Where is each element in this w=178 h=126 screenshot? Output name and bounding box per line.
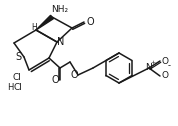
Text: -: - <box>167 61 171 71</box>
Text: O: O <box>86 17 94 27</box>
Text: O: O <box>161 56 169 66</box>
Text: O: O <box>161 71 169 81</box>
Text: S: S <box>15 52 21 62</box>
Polygon shape <box>36 15 53 30</box>
Text: N: N <box>146 64 152 72</box>
Text: Cl: Cl <box>14 83 22 91</box>
Text: +: + <box>150 60 156 66</box>
Text: H: H <box>31 24 37 33</box>
Text: NH₂: NH₂ <box>51 5 69 13</box>
Text: N: N <box>57 37 65 47</box>
Text: O: O <box>51 75 59 85</box>
Text: Cl: Cl <box>13 72 21 82</box>
Text: H: H <box>7 83 13 91</box>
Text: O: O <box>70 70 78 80</box>
